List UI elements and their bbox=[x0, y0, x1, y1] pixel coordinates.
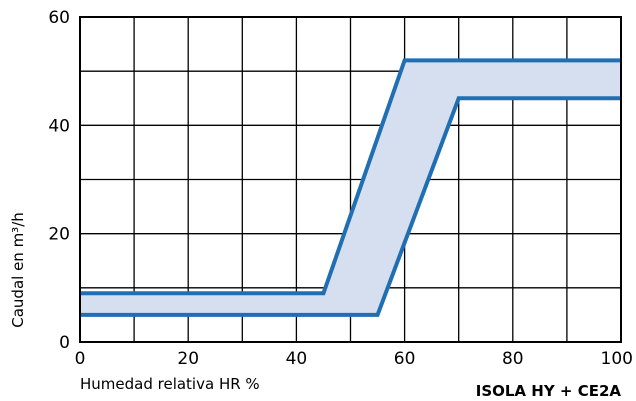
product-label: ISOLA HY + CE2A bbox=[476, 382, 622, 400]
x-tick-label: 100 bbox=[601, 349, 633, 369]
y-axis-label: Caudal en m³/h bbox=[9, 212, 27, 328]
x-tick-label: 40 bbox=[286, 349, 308, 369]
x-tick-label: 20 bbox=[177, 349, 199, 369]
y-tick-label: 0 bbox=[59, 333, 70, 353]
y-tick-label: 40 bbox=[48, 116, 70, 136]
y-tick-label: 60 bbox=[48, 8, 70, 28]
x-tick-label: 60 bbox=[394, 349, 416, 369]
y-tick-label: 20 bbox=[48, 225, 70, 245]
x-tick-label: 0 bbox=[75, 349, 86, 369]
x-tick-labels: 0 20 40 60 80 100 bbox=[75, 349, 633, 369]
x-axis-label: Humedad relativa HR % bbox=[80, 375, 260, 393]
y-tick-labels: 0 20 40 60 bbox=[48, 8, 70, 353]
x-tick-label: 80 bbox=[502, 349, 524, 369]
